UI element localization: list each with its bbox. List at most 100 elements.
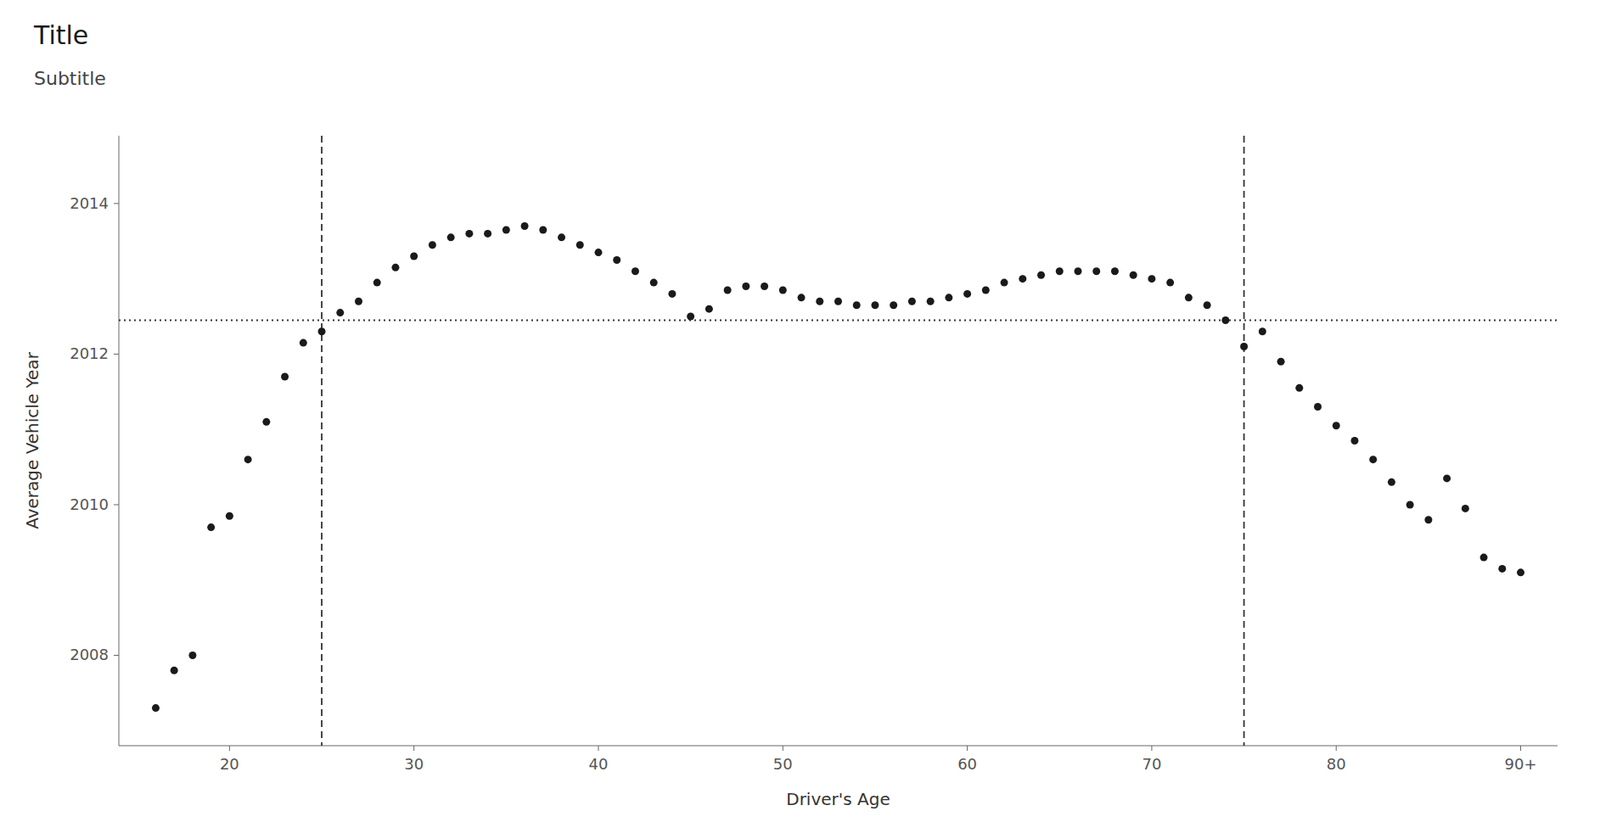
point bbox=[151, 704, 160, 713]
point bbox=[1498, 565, 1506, 573]
point bbox=[612, 256, 621, 264]
point bbox=[650, 279, 658, 287]
point bbox=[576, 241, 584, 249]
reference-vline bbox=[1243, 135, 1246, 747]
point bbox=[908, 297, 916, 306]
x-tick-label: 50 bbox=[773, 755, 793, 774]
point bbox=[225, 512, 234, 521]
x-tick-label: 80 bbox=[1326, 755, 1347, 774]
point bbox=[465, 230, 473, 238]
point bbox=[244, 455, 253, 464]
point bbox=[1295, 384, 1303, 393]
point bbox=[428, 241, 437, 249]
point bbox=[373, 279, 382, 287]
x-tick bbox=[413, 746, 415, 752]
point bbox=[1369, 455, 1377, 464]
x-tick bbox=[598, 746, 600, 752]
point bbox=[1480, 554, 1488, 562]
point bbox=[170, 667, 179, 675]
y-tick-label: 2010 bbox=[69, 495, 109, 514]
point bbox=[1277, 358, 1286, 366]
point bbox=[391, 263, 399, 272]
point bbox=[447, 233, 455, 242]
y-tick bbox=[113, 353, 119, 355]
x-axis-label: Driver's Age bbox=[785, 789, 891, 810]
point bbox=[944, 293, 953, 302]
point bbox=[1000, 279, 1009, 287]
x-tick-label: 30 bbox=[404, 755, 424, 774]
point bbox=[1147, 275, 1156, 283]
point bbox=[1166, 279, 1174, 287]
point bbox=[1240, 342, 1248, 351]
x-tick bbox=[229, 746, 231, 752]
point bbox=[318, 327, 326, 336]
x-tick-label: 90+ bbox=[1504, 755, 1538, 774]
point bbox=[354, 297, 363, 306]
point bbox=[188, 651, 197, 660]
point bbox=[797, 293, 806, 302]
point bbox=[889, 301, 898, 309]
point bbox=[870, 301, 879, 309]
plot-area bbox=[118, 135, 1558, 747]
point bbox=[926, 297, 935, 306]
point bbox=[1037, 271, 1045, 280]
point bbox=[686, 313, 695, 321]
point bbox=[521, 222, 529, 231]
reference-vline bbox=[320, 135, 323, 747]
point bbox=[1129, 271, 1138, 280]
x-tick-label: 70 bbox=[1141, 755, 1162, 774]
point bbox=[1203, 301, 1212, 309]
point bbox=[982, 286, 990, 294]
point bbox=[1111, 267, 1119, 276]
point bbox=[1221, 316, 1230, 325]
point bbox=[1313, 403, 1322, 411]
point bbox=[834, 297, 843, 306]
point bbox=[631, 267, 640, 276]
x-tick-label: 40 bbox=[589, 755, 609, 774]
chart: TitleSubtitle2030405060708090+2008201020… bbox=[0, 0, 1600, 839]
point bbox=[1018, 275, 1027, 283]
x-tick bbox=[1150, 746, 1152, 752]
y-tick-label: 2008 bbox=[69, 645, 109, 664]
y-axis-label: Average Vehicle Year bbox=[22, 351, 43, 529]
point bbox=[538, 225, 547, 234]
point bbox=[409, 252, 418, 261]
point bbox=[1424, 516, 1432, 524]
x-tick bbox=[966, 746, 968, 752]
x-tick bbox=[1520, 746, 1522, 752]
point bbox=[853, 301, 861, 309]
y-tick-label: 2012 bbox=[69, 344, 109, 363]
point bbox=[1092, 267, 1101, 276]
point bbox=[1387, 478, 1396, 487]
title: Title bbox=[33, 20, 89, 51]
point bbox=[724, 286, 732, 294]
point bbox=[779, 286, 787, 294]
point bbox=[262, 418, 270, 427]
point bbox=[760, 282, 769, 291]
y-tick bbox=[113, 202, 119, 204]
point bbox=[595, 248, 603, 257]
point bbox=[1184, 293, 1193, 302]
y-tick bbox=[113, 504, 119, 506]
y-tick bbox=[113, 655, 119, 657]
point bbox=[207, 523, 215, 532]
point bbox=[1442, 474, 1451, 483]
point bbox=[963, 290, 972, 298]
point bbox=[668, 290, 676, 298]
point bbox=[557, 233, 566, 242]
point bbox=[1332, 421, 1341, 430]
x-tick bbox=[1336, 746, 1337, 752]
point bbox=[336, 308, 344, 317]
x-tick-label: 60 bbox=[957, 755, 977, 774]
point bbox=[280, 373, 289, 382]
point bbox=[1461, 505, 1470, 513]
x-axis-line bbox=[118, 746, 1558, 747]
point bbox=[815, 297, 824, 306]
x-tick bbox=[782, 746, 784, 752]
point bbox=[1258, 327, 1267, 336]
point bbox=[705, 305, 713, 314]
point bbox=[1074, 267, 1083, 276]
point bbox=[1406, 500, 1415, 509]
point bbox=[502, 225, 511, 234]
point bbox=[1055, 267, 1064, 276]
